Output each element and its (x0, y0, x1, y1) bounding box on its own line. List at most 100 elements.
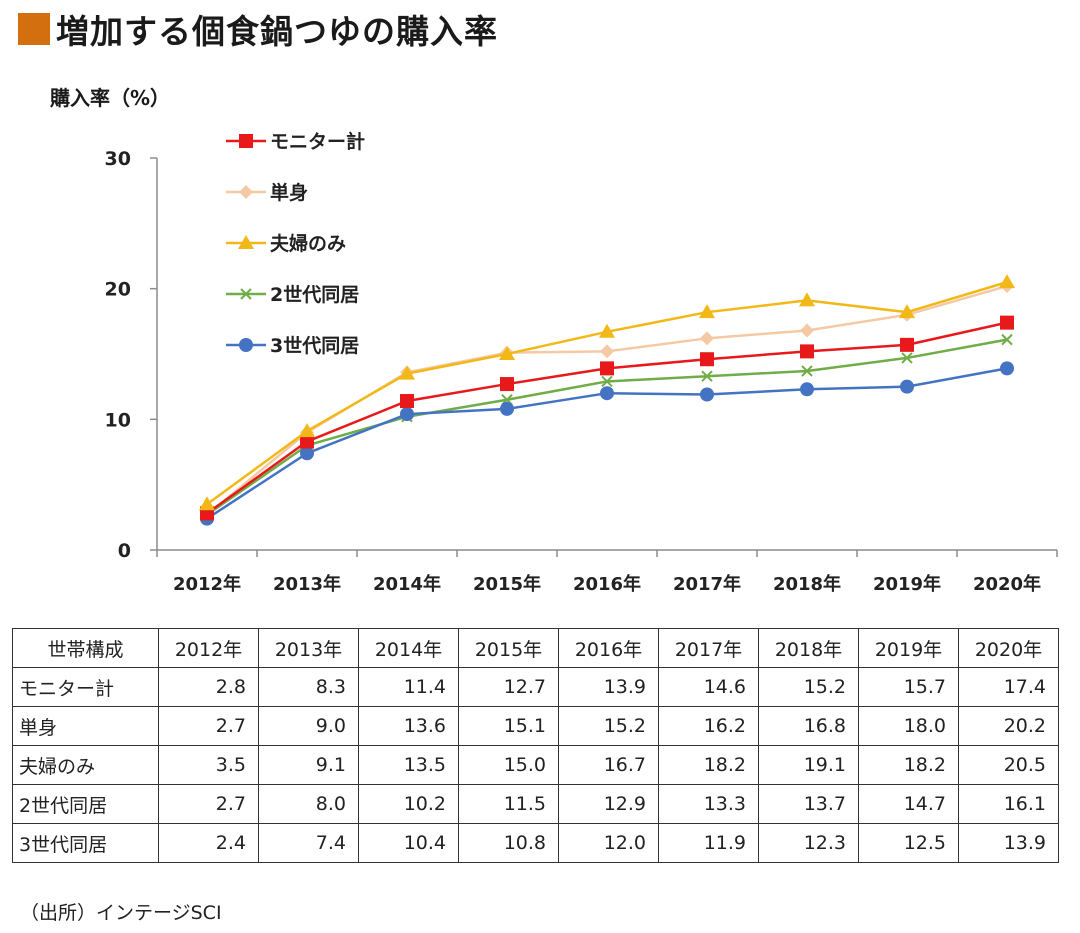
table-cell: 18.2 (658, 745, 759, 785)
data-point (999, 274, 1015, 289)
table-cell: 16.8 (758, 706, 859, 746)
data-point (1000, 315, 1014, 330)
x-tick-label: 2019年 (873, 573, 941, 595)
table-cell: 15.1 (458, 706, 559, 746)
line-chart: 0 10 20 30 2012年 2013年 2014年 2015年 2016年 2017年 201… (105, 130, 1058, 595)
table-cell: 13.6 (358, 706, 459, 746)
legend-marker (239, 338, 253, 352)
title-square-icon (18, 13, 50, 45)
y-tick-label: 0 (118, 540, 131, 562)
table-cell: 10.2 (358, 784, 459, 824)
table-cell: 10.4 (358, 823, 459, 863)
table-cell: 9.1 (258, 745, 359, 785)
data-point (299, 423, 315, 438)
data-point (300, 434, 314, 449)
x-tick-label: 2015年 (473, 573, 541, 595)
table-column-header: 2012年 (158, 628, 259, 668)
table-cell: 16.2 (658, 706, 759, 746)
x-tick-label: 2014年 (373, 573, 441, 595)
table-cell: 14.6 (658, 667, 759, 707)
data-point (1001, 333, 1013, 346)
data-point (199, 496, 215, 511)
x-tick-label: 2013年 (273, 573, 341, 595)
table-cell: 12.9 (558, 784, 659, 824)
legend-label: 3世代同居 (270, 335, 359, 357)
table-cell: 12.0 (558, 823, 659, 863)
table-cell: 12.5 (858, 823, 959, 863)
data-point (800, 344, 814, 359)
data-point (700, 352, 714, 367)
data-table: 世帯構成 2012年 2013年 2014年 2015年 2016年 2017年… (12, 628, 1059, 863)
table-column-header: 2013年 (258, 628, 359, 668)
table-cell: 15.2 (758, 667, 859, 707)
data-point (1000, 361, 1014, 376)
table-row: 夫婦のみ 3.5 9.1 13.5 15.0 16.7 18.2 19.1 18.2 20.5 (12, 745, 1059, 785)
data-point (399, 365, 415, 380)
data-point (500, 401, 514, 416)
table-row: 3世代同居 2.4 7.4 10.4 10.8 12.0 11.9 12.3 12.5 13.9 (12, 823, 1059, 863)
table-cell: 8.0 (258, 784, 359, 824)
y-tick-label: 30 (105, 148, 131, 170)
data-point (800, 323, 814, 338)
data-point (600, 344, 614, 359)
table-cell: 15.7 (858, 667, 959, 707)
x-tick-label: 2020年 (973, 573, 1041, 595)
source-note: （出所）インテージSCI (20, 902, 222, 924)
table-header-row: 世帯構成 2012年 2013年 2014年 2015年 2016年 2017年… (12, 628, 1059, 668)
table-cell: 2.7 (158, 706, 259, 746)
table-cell: 15.0 (458, 745, 559, 785)
table-cell: 16.7 (558, 745, 659, 785)
table-column-header: 2020年 (958, 628, 1059, 668)
y-tick-label: 10 (105, 409, 131, 431)
data-point (600, 386, 614, 401)
x-tick-label: 2012年 (173, 573, 241, 595)
table-cell: 13.5 (358, 745, 459, 785)
table-cell: 15.2 (558, 706, 659, 746)
data-point (400, 407, 414, 422)
data-point (700, 331, 714, 346)
data-point (800, 382, 814, 397)
x-tick-label: 2017年 (673, 573, 741, 595)
table-cell: 13.9 (958, 823, 1059, 863)
table-cell: 20.5 (958, 745, 1059, 785)
table-cell: 16.1 (958, 784, 1059, 824)
table-cell: 3.5 (158, 745, 259, 785)
table-cell: 11.9 (658, 823, 759, 863)
data-point (901, 352, 913, 364)
legend-label: 単身 (270, 181, 308, 204)
title-bar: 増加する個食鍋つゆの購入率 (18, 6, 498, 52)
table-cell: 2.8 (158, 667, 259, 707)
table-row-label: 2世代同居 (12, 784, 159, 824)
table-row: モニター計 2.8 8.3 11.4 12.7 13.9 14.6 15.2 15.7 17.4 (12, 667, 1059, 707)
legend-marker (240, 288, 252, 300)
legend-label: モニター計 (270, 130, 365, 153)
chart-title: 増加する個食鍋つゆの購入率 (56, 12, 498, 51)
table-row-label: モニター計 (12, 667, 159, 707)
data-point (701, 370, 713, 382)
table-column-header: 2017年 (658, 628, 759, 668)
data-point (900, 337, 914, 352)
table-cell: 18.0 (858, 706, 959, 746)
table-column-header: 2019年 (858, 628, 959, 668)
data-point (599, 323, 615, 338)
table-cell: 14.7 (858, 784, 959, 824)
data-point (300, 446, 314, 461)
table-row: 単身 2.7 9.0 13.6 15.1 15.2 16.2 16.8 18.0 20.2 (12, 706, 1059, 746)
table-cell: 12.3 (758, 823, 859, 863)
x-tick-label: 2016年 (573, 573, 641, 595)
table-cell: 13.9 (558, 667, 659, 707)
table-cell: 13.3 (658, 784, 759, 824)
table-cell: 13.7 (758, 784, 859, 824)
data-point (801, 365, 813, 377)
data-point (900, 379, 914, 394)
table-cell: 10.8 (458, 823, 559, 863)
data-point (499, 346, 515, 360)
data-point (400, 394, 414, 409)
table-row-label: 単身 (12, 706, 159, 746)
table-column-header: 2016年 (558, 628, 659, 668)
legend-label: 2世代同居 (270, 284, 359, 306)
table-cell: 8.3 (258, 667, 359, 707)
legend-marker (239, 185, 253, 199)
table-cell: 11.4 (358, 667, 459, 707)
table-cell: 17.4 (958, 667, 1059, 707)
